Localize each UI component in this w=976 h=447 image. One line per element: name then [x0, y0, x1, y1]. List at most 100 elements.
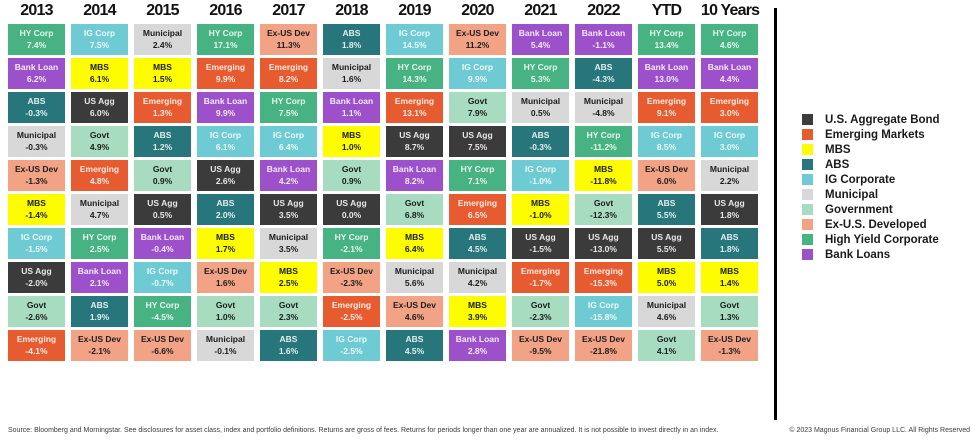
- legend-swatch: [802, 159, 813, 170]
- asset-class-label: IG Corp: [20, 232, 53, 243]
- return-value: 4.8%: [89, 175, 110, 186]
- year-column-2017: 2017 Ex-US Dev 11.3% Emerging 8.2% HY Corp 7.5…: [260, 2, 317, 364]
- return-value: -11.8%: [590, 175, 617, 186]
- legend-item: U.S. Aggregate Bond: [802, 112, 940, 127]
- return-value: 2.4%: [152, 39, 173, 50]
- return-cell: Emerging 9.1%: [638, 92, 695, 123]
- return-cell: Bank Loan 4.4%: [701, 58, 758, 89]
- return-value: -15.3%: [590, 277, 617, 288]
- return-value: -13.0%: [590, 243, 617, 254]
- asset-class-label: MBS: [531, 198, 550, 209]
- return-cell: Municipal -0.1%: [197, 330, 254, 361]
- return-cell: Govt 0.9%: [323, 160, 380, 191]
- asset-class-label: HY Corp: [334, 232, 369, 243]
- return-cell: IG Corp 6.1%: [197, 126, 254, 157]
- return-value: -4.5%: [151, 311, 174, 322]
- asset-class-label: HY Corp: [586, 130, 621, 141]
- return-cell: HY Corp -4.5%: [134, 296, 191, 327]
- asset-class-label: Municipal: [331, 62, 372, 73]
- return-value: 1.8%: [719, 209, 740, 220]
- return-cell: Emerging -1.7%: [512, 262, 569, 293]
- asset-class-label: MBS: [405, 232, 424, 243]
- asset-class-label: Bank Loan: [203, 96, 248, 107]
- return-cell: HY Corp 7.1%: [449, 160, 506, 191]
- return-cell: Govt 2.3%: [260, 296, 317, 327]
- return-cell: Bank Loan 5.4%: [512, 24, 569, 55]
- asset-class-label: ABS: [153, 130, 172, 141]
- return-cell: Ex-US Dev -1.3%: [701, 330, 758, 361]
- return-cell: Municipal 3.5%: [260, 228, 317, 259]
- return-value: 13.0%: [654, 73, 679, 84]
- return-cell: Municipal 5.6%: [386, 262, 443, 293]
- asset-class-label: US Agg: [462, 130, 493, 141]
- asset-class-label: Municipal: [394, 266, 435, 277]
- return-value: 1.6%: [278, 345, 299, 356]
- return-cell: US Agg 1.8%: [701, 194, 758, 225]
- return-cell: ABS -4.3%: [575, 58, 632, 89]
- return-value: -1.5%: [25, 243, 48, 254]
- asset-class-label: Municipal: [646, 300, 687, 311]
- return-value: 6.0%: [89, 107, 110, 118]
- return-cell: Ex-US Dev -9.5%: [512, 330, 569, 361]
- return-cell: Emerging 9.9%: [197, 58, 254, 89]
- asset-class-label: IG Corp: [272, 130, 305, 141]
- return-value: -0.3%: [529, 141, 552, 152]
- return-cell: Govt 0.9%: [134, 160, 191, 191]
- return-cell: HY Corp 17.1%: [197, 24, 254, 55]
- return-value: 6.2%: [26, 73, 47, 84]
- asset-class-label: Emerging: [79, 164, 120, 175]
- return-cell: MBS 5.0%: [638, 262, 695, 293]
- return-value: -2.0%: [25, 277, 48, 288]
- legend-item: Ex-U.S. Developed: [802, 217, 940, 232]
- return-cell: US Agg 5.5%: [638, 228, 695, 259]
- return-cell: US Agg -13.0%: [575, 228, 632, 259]
- return-value: -0.3%: [25, 141, 48, 152]
- return-cell: Ex-US Dev 11.3%: [260, 24, 317, 55]
- footer-copyright-text: © 2023 Magnus Financial Group LLC. All R…: [789, 427, 970, 434]
- asset-class-label: US Agg: [714, 198, 745, 209]
- return-cell: HY Corp -11.2%: [575, 126, 632, 157]
- return-value: 1.6%: [215, 277, 236, 288]
- return-value: -4.8%: [592, 107, 615, 118]
- return-value: 6.5%: [467, 209, 488, 220]
- return-value: 8.2%: [278, 73, 299, 84]
- return-value: -2.1%: [340, 243, 363, 254]
- return-value: 3.5%: [278, 243, 299, 254]
- return-cell: Emerging -4.1%: [8, 330, 65, 361]
- year-column-2014: 2014 IG Corp 7.5% MBS 6.1% US Agg 6.0% Govt 4.9%…: [71, 2, 128, 364]
- return-value: -2.3%: [340, 277, 363, 288]
- return-cell: MBS 6.4%: [386, 228, 443, 259]
- legend-item: Government: [802, 202, 940, 217]
- asset-class-label: IG Corp: [461, 62, 494, 73]
- return-value: 3.9%: [467, 311, 488, 322]
- return-cell: US Agg 7.5%: [449, 126, 506, 157]
- asset-class-label: Municipal: [79, 198, 120, 209]
- asset-class-label: Emerging: [646, 96, 687, 107]
- asset-class-label: HY Corp: [145, 300, 180, 311]
- return-value: 4.5%: [467, 243, 488, 254]
- asset-class-label: Municipal: [457, 266, 498, 277]
- footer-source-text: Source: Bloomberg and Morningstar. See d…: [8, 427, 719, 434]
- returns-quilt-table: 2013 HY Corp 7.4% Bank Loan 6.2% ABS -0.3% Muni…: [8, 2, 760, 364]
- asset-class-label: Govt: [89, 130, 110, 141]
- asset-class-label: MBS: [27, 198, 46, 209]
- asset-class-label: MBS: [342, 130, 361, 141]
- return-cell: US Agg -2.0%: [8, 262, 65, 293]
- column-header: 2022: [587, 2, 620, 19]
- return-value: 7.5%: [467, 141, 488, 152]
- return-value: 7.4%: [26, 39, 47, 50]
- asset-class-label: MBS: [468, 300, 487, 311]
- return-cell: MBS 1.4%: [701, 262, 758, 293]
- asset-class-label: HY Corp: [19, 28, 54, 39]
- return-cell: Govt 6.8%: [386, 194, 443, 225]
- return-value: 8.5%: [656, 141, 677, 152]
- return-cell: Ex-US Dev -1.3%: [8, 160, 65, 191]
- year-column-2013: 2013 HY Corp 7.4% Bank Loan 6.2% ABS -0.3% Muni…: [8, 2, 65, 364]
- return-value: -6.6%: [151, 345, 174, 356]
- asset-class-label: Govt: [404, 198, 425, 209]
- return-value: -21.8%: [590, 345, 617, 356]
- return-value: 13.4%: [654, 39, 679, 50]
- asset-class-label: Bank Loan: [392, 164, 437, 175]
- return-cell: HY Corp 4.6%: [701, 24, 758, 55]
- return-cell: Emerging 13.1%: [386, 92, 443, 123]
